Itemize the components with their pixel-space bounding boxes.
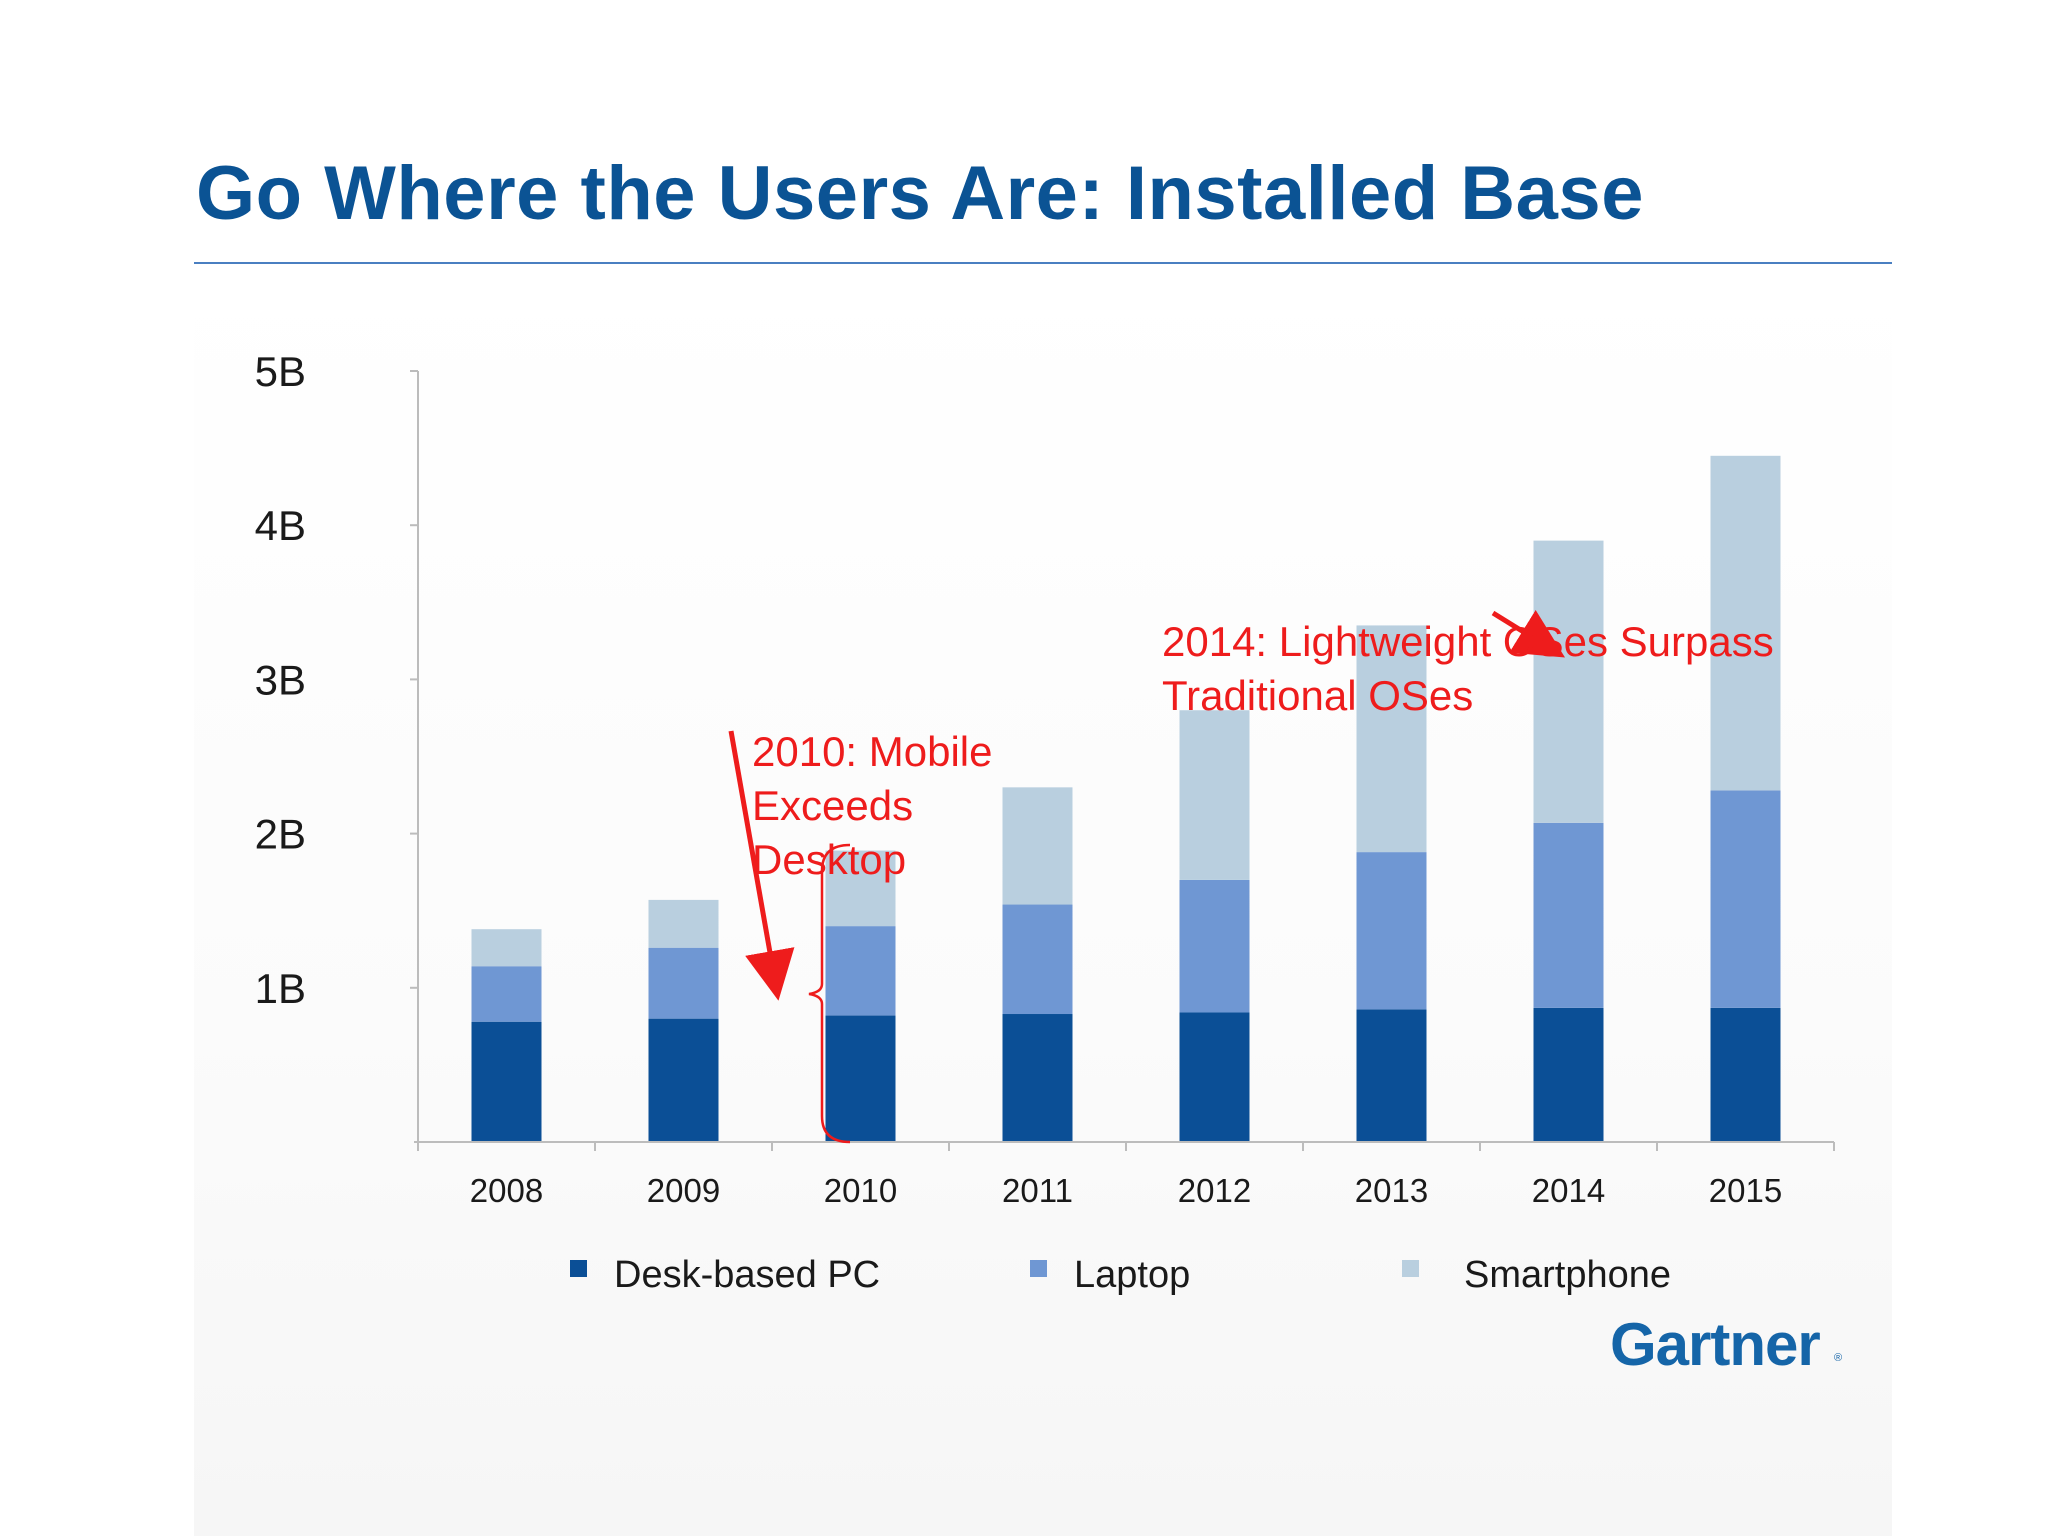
bar-smartphone-2013 [1356,625,1427,853]
bar-laptop-2011 [1002,904,1073,1015]
y-tick-label-1b: 1B [255,965,306,1012]
annotation-arrow-2010 [728,730,795,1001]
y-tick-label-4b: 4B [255,502,306,549]
bar-smartphone-2012 [1179,710,1250,880]
bar-smartphone-2009 [648,899,719,948]
legend-swatch-desk-based-pc [570,1260,587,1277]
y-tick-label-2b: 2B [255,811,306,858]
bar-desk-based-pc-2012 [1179,1012,1250,1142]
annotation-2014-line-2: Traditional OSes [1162,672,1474,719]
bar-desk-based-pc-2013 [1356,1009,1427,1142]
x-tick-label-2010: 2010 [824,1172,897,1209]
bar-smartphone-2008 [471,929,542,967]
legend-swatch-laptop [1030,1260,1047,1277]
bar-smartphone-2014 [1533,540,1604,823]
slide-title: Go Where the Users Are: Installed Base [196,151,1644,236]
annotation-arrow-2014 [1491,609,1566,658]
legend-label-desk-based-pc: Desk-based PC [614,1254,881,1296]
chart-panel: 1B 2B 3B 4B 5B 2008 2009 2010 2011 2012 2013 2014 2… [194,268,1892,1536]
annotation-2014: 2014: Lightweight OSes Surpass Tradition… [1162,615,1774,723]
bar-laptop-2013 [1356,852,1427,1010]
bar-laptop-2015 [1710,790,1781,1008]
bar-laptop-2012 [1179,879,1250,1013]
x-tick-label-2009: 2009 [647,1172,720,1209]
bar-desk-based-pc-2014 [1533,1007,1604,1142]
legend-label-smartphone: Smartphone [1464,1254,1672,1296]
y-tick-label-3b: 3B [255,656,306,703]
bar-smartphone-2010 [825,850,896,927]
gartner-logo: Gartner [1610,1311,1821,1378]
chart-legend: Desk-based PC Laptop Smartphone [570,1252,1770,1302]
bar-laptop-2014 [1533,822,1604,1008]
bar-smartphone-2011 [1002,787,1073,905]
annotation-brace-2010 [808,843,851,1144]
bar-smartphone-2015 [1710,455,1781,791]
bar-desk-based-pc-2011 [1002,1014,1073,1142]
x-tick-label-2015: 2015 [1709,1172,1782,1209]
x-tick-label-2011: 2011 [1002,1172,1073,1209]
title-divider [194,262,1892,264]
bar-desk-based-pc-2010 [825,1015,896,1142]
annotation-2010-line-1: 2010: Mobile [752,728,993,775]
gartner-registered-mark: ® [1834,1352,1843,1364]
x-tick-label-2014: 2014 [1532,1172,1605,1209]
bar-desk-based-pc-2008 [471,1021,542,1142]
legend-label-laptop: Laptop [1074,1254,1191,1296]
x-tick-label-2012: 2012 [1178,1172,1251,1209]
bar-laptop-2010 [825,926,896,1016]
bar-laptop-2008 [471,966,542,1022]
stacked-bar-chart: 1B 2B 3B 4B 5B 2008 2009 2010 2011 2012 2013 2014 2… [255,348,1835,1209]
annotation-2010: 2010: Mobile Exceeds Desktop [752,725,993,887]
annotation-2014-line-1: 2014: Lightweight OSes Surpass [1162,618,1774,665]
bar-desk-based-pc-2009 [648,1018,719,1142]
x-tick-label-2013: 2013 [1355,1172,1428,1209]
y-tick-label-5b: 5B [255,348,306,395]
legend-swatch-smartphone [1402,1260,1419,1277]
bar-desk-based-pc-2015 [1710,1007,1781,1142]
bar-laptop-2009 [648,947,719,1019]
annotation-2010-line-2: Exceeds [752,782,914,829]
annotation-2010-line-3: Desktop [752,836,907,883]
x-tick-label-2008: 2008 [470,1172,543,1209]
